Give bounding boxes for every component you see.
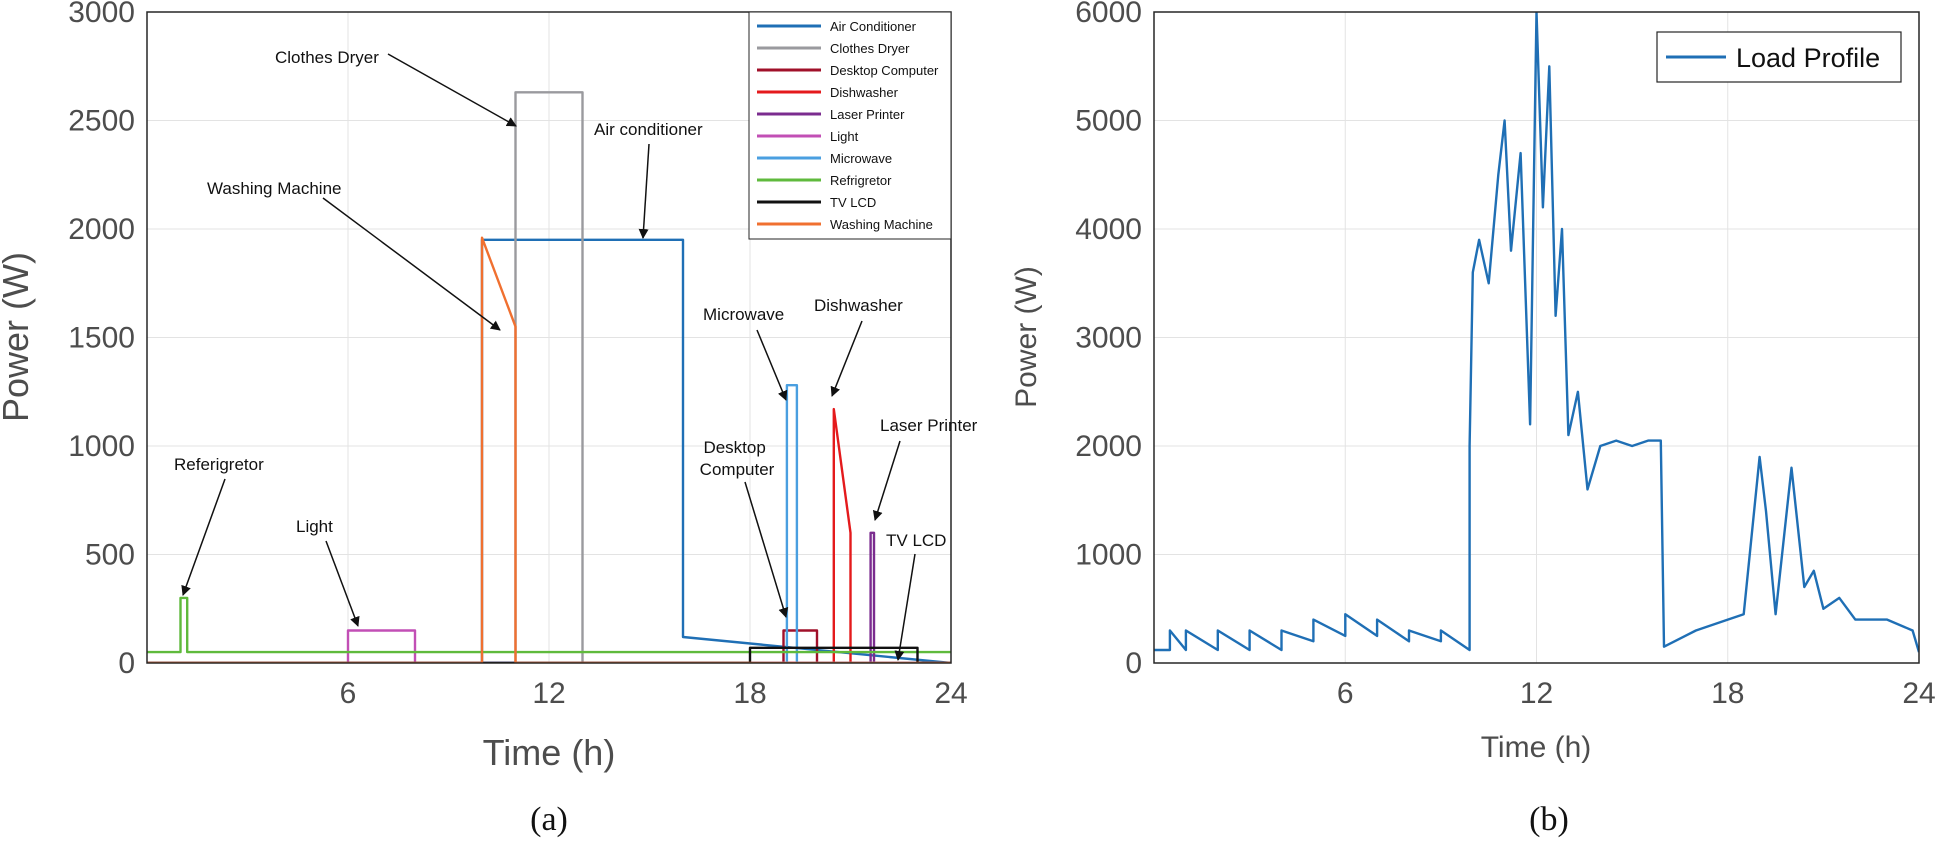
panel-a-legend: Air Conditioner Clothes Dryer Desktop Comp… xyxy=(748,11,952,240)
legend-item-clothes-dryer: Clothes Dryer xyxy=(830,41,910,56)
panel-b-series xyxy=(1154,12,1919,653)
annotation-air-conditioner: Air conditioner xyxy=(594,120,703,139)
annotation-washing-machine: Washing Machine xyxy=(207,179,342,198)
panel-a-series-microwave xyxy=(147,384,951,663)
panel-a-frame xyxy=(146,11,952,664)
panel-a-ytick-label: 2500 xyxy=(68,105,135,138)
panel-a-series-clothes-dryer xyxy=(147,91,951,663)
annotation-refrigerator: Referigretor xyxy=(174,455,264,474)
panel-b-ytick-label: 6000 xyxy=(1075,0,1142,29)
panel-a-xtick-label: 24 xyxy=(934,677,967,710)
panel-b-ytick-label: 5000 xyxy=(1075,105,1142,138)
panel-a-appliance-loads: 6 12 18 24 0 500 1000 1500 2000 2500 3000 Time (h)… xyxy=(0,0,978,838)
panel-b-ylabel: Power (W) xyxy=(1010,266,1043,408)
panel-a-ytick-label: 2000 xyxy=(68,213,135,246)
panel-a-xlabel: Time (h) xyxy=(483,732,616,773)
panel-b-ticks: 6 12 18 24 0 1000 2000 3000 4000 5000 6000 xyxy=(1075,0,1935,710)
panel-a-xtick-label: 18 xyxy=(733,677,766,710)
panel-a-xtick-label: 6 xyxy=(340,677,357,710)
legend-item-laser-printer: Laser Printer xyxy=(830,107,905,122)
legend-item-microwave: Microwave xyxy=(830,151,892,166)
panel-b-xtick-label: 24 xyxy=(1902,677,1935,710)
legend-item-washing-machine: Washing Machine xyxy=(830,217,933,232)
panel-b-ytick-label: 0 xyxy=(1125,647,1142,680)
panel-b-frame xyxy=(1153,11,1920,664)
annotation-clothes-dryer: Clothes Dryer xyxy=(275,48,379,67)
legend-item-load-profile: Load Profile xyxy=(1736,43,1880,73)
panel-b-grid xyxy=(1154,11,1920,664)
panel-a-ticks: 6 12 18 24 0 500 1000 1500 2000 2500 3000 xyxy=(68,0,967,710)
panel-a-series xyxy=(147,91,951,663)
panel-b-ytick-label: 3000 xyxy=(1075,322,1142,355)
panel-a-ytick-label: 500 xyxy=(85,539,135,572)
annotation-desktop-computer: Desktop Computer xyxy=(700,438,775,479)
panel-b-xtick-label: 18 xyxy=(1711,677,1744,710)
panel-a-series-dishwasher xyxy=(147,407,951,663)
panel-b-ytick-label: 1000 xyxy=(1075,539,1142,572)
panel-a-caption: (a) xyxy=(530,801,568,838)
annotation-microwave: Microwave xyxy=(703,305,784,324)
panel-a-ytick-label: 3000 xyxy=(68,0,135,29)
panel-b-caption: (b) xyxy=(1529,801,1569,838)
annotation-light: Light xyxy=(296,517,333,536)
legend-item-desktop-computer: Desktop Computer xyxy=(830,63,939,78)
panel-a-annotations: Clothes Dryer Air conditioner Washing Ma… xyxy=(174,48,978,661)
panel-b-series-load-profile xyxy=(1154,12,1919,653)
panel-b-xtick-label: 6 xyxy=(1337,677,1354,710)
panel-b-xlabel: Time (h) xyxy=(1481,731,1592,764)
panel-a-series-refrigretor xyxy=(147,596,951,654)
panel-b-load-profile: 6 12 18 24 0 1000 2000 3000 4000 5000 6000 Time (h… xyxy=(1010,0,1936,838)
panel-a-series-desktop-computer xyxy=(147,629,951,663)
panel-a-ytick-label: 1000 xyxy=(68,430,135,463)
annotation-dishwasher: Dishwasher xyxy=(814,296,903,315)
legend-item-tv-lcd: TV LCD xyxy=(830,195,876,210)
panel-a-series-tv-lcd xyxy=(147,646,951,663)
panel-b-legend: Load Profile xyxy=(1656,31,1902,83)
panel-a-series-laser-printer xyxy=(147,531,951,663)
panel-a-xtick-label: 12 xyxy=(532,677,565,710)
legend-item-refrigretor: Refrigretor xyxy=(830,173,892,188)
panel-b-ytick-label: 2000 xyxy=(1075,430,1142,463)
legend-item-dishwasher: Dishwasher xyxy=(830,85,899,100)
panel-a-series-light xyxy=(147,629,951,663)
panel-b-ytick-label: 4000 xyxy=(1075,213,1142,246)
panel-a-series-washing-machine xyxy=(147,236,951,663)
panel-a-ylabel: Power (W) xyxy=(0,252,36,422)
annotation-laser-printer: Laser Printer xyxy=(880,416,978,435)
panel-b-xtick-label: 12 xyxy=(1520,677,1553,710)
legend-item-air-conditioner: Air Conditioner xyxy=(830,19,917,34)
panel-a-ytick-label: 1500 xyxy=(68,322,135,355)
annotation-tv-lcd: TV LCD xyxy=(886,531,946,550)
legend-item-light: Light xyxy=(830,129,859,144)
panel-a-ytick-label: 0 xyxy=(118,647,135,680)
